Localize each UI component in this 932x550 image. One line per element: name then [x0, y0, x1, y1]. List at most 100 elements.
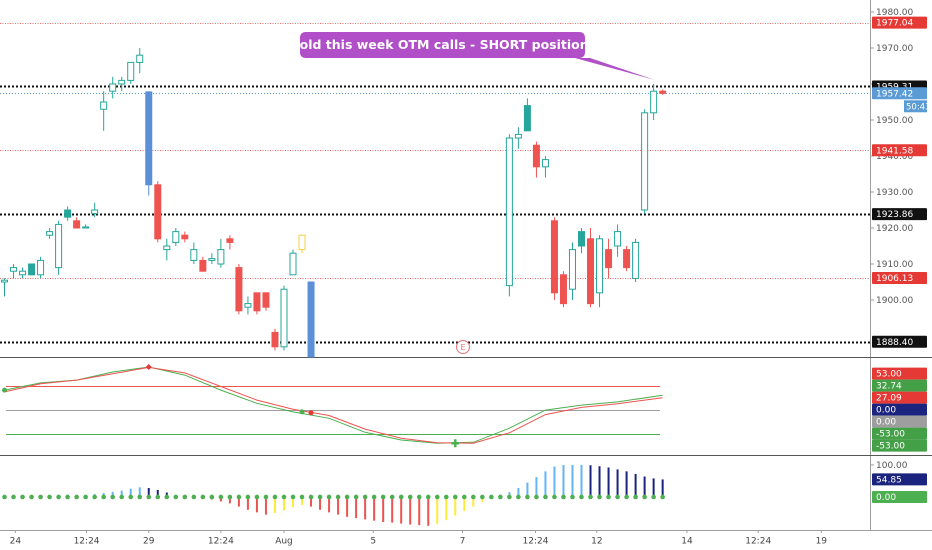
histogram-bar [418, 496, 421, 526]
histogram-bar [328, 496, 331, 513]
zero-dot [588, 494, 593, 500]
price-label: 32.74 [876, 382, 902, 392]
histogram-bar [634, 473, 637, 497]
candle-body [550, 220, 558, 294]
zero-dot [507, 494, 512, 500]
zero-dot [462, 494, 467, 500]
zero-dot [272, 494, 278, 500]
price-label-box [872, 335, 927, 348]
zero-dot [191, 494, 197, 500]
y-tick-label: 1970.00 [876, 44, 913, 54]
signal-marker [451, 439, 460, 448]
candle-body [568, 249, 576, 290]
price-label-box [872, 208, 927, 221]
zero-dot [2, 494, 7, 500]
histogram-bar [156, 489, 159, 497]
histogram-bar [273, 496, 276, 514]
zero-dot [416, 494, 422, 500]
zero-dot [570, 494, 575, 500]
zero-dot [534, 494, 539, 500]
signal-marker [145, 363, 152, 370]
zero-dot [480, 494, 485, 500]
candle-body [235, 267, 243, 312]
signal-marker [2, 387, 8, 393]
zero-dot [633, 494, 638, 500]
zero-dot [615, 494, 620, 500]
candle-body [298, 234, 306, 251]
y-tick-label: 1920.00 [876, 224, 913, 234]
candle-body [37, 259, 45, 276]
price-label-box [872, 415, 927, 428]
candle-body [262, 292, 270, 308]
zero-dot [299, 494, 305, 500]
candle-body [650, 90, 658, 114]
zero-dot [434, 494, 440, 500]
zero-dot [119, 494, 125, 500]
histogram-bar [580, 464, 583, 497]
histogram-bar [427, 496, 430, 526]
histogram-bar [526, 482, 529, 497]
signal-marker [308, 410, 314, 416]
histogram-bar [517, 488, 520, 497]
zero-dot [317, 494, 323, 500]
histogram-bar [508, 492, 511, 497]
histogram-bar [255, 496, 258, 513]
candle-body [253, 292, 261, 312]
zero-dot [128, 494, 134, 500]
histogram-bar [409, 496, 412, 525]
zero-dot [164, 494, 170, 500]
zero-dot [218, 494, 224, 500]
candle-body [614, 231, 622, 247]
y-tick-label: 1980.00 [876, 8, 913, 18]
oscillator-line [4, 366, 663, 444]
price-label: 1941.58 [876, 146, 913, 156]
candle-body [181, 234, 189, 240]
price-label-box [872, 87, 927, 100]
zero-dot [83, 494, 88, 500]
candle-body [641, 112, 649, 211]
histogram-bar [337, 496, 340, 515]
zero-dot [38, 494, 43, 500]
price-label-box [872, 439, 927, 452]
zero-dot [362, 494, 368, 500]
candle-body [172, 231, 180, 243]
zero-dot [498, 494, 503, 500]
zero-dot [407, 494, 413, 500]
histogram-bar [355, 496, 358, 519]
zero-dot [65, 494, 70, 500]
zero-dot [182, 494, 188, 500]
candle-body [10, 267, 18, 272]
histogram-bar [364, 496, 367, 520]
candle-body [505, 137, 513, 287]
zero-dot [624, 494, 629, 500]
y-tick-label: 1930.00 [876, 188, 913, 198]
candle-body [605, 249, 613, 269]
candle-body [208, 258, 216, 261]
candle-body [587, 238, 595, 305]
candle-body [136, 54, 144, 63]
x-tick-label: 12:24 [745, 537, 771, 547]
y-tick-label: 1900.00 [876, 296, 913, 306]
histogram-bar [553, 466, 556, 497]
zero-dot [254, 494, 260, 500]
histogram-bar [382, 496, 385, 522]
histogram-bar [625, 471, 628, 497]
zero-dot [92, 494, 97, 500]
zero-dot [344, 494, 350, 500]
candle-body [127, 61, 135, 81]
histogram-bar [391, 496, 394, 523]
price-label-box [872, 490, 927, 503]
price-label: 1906.13 [876, 274, 913, 284]
candle-body [532, 144, 540, 168]
histogram-bar [111, 491, 114, 497]
candle-body [514, 133, 522, 139]
histogram-bar [129, 488, 132, 497]
plot-area [0, 23, 870, 526]
candle-body [145, 91, 153, 186]
candle-body [64, 209, 72, 218]
price-label: 27.09 [876, 394, 902, 404]
zero-dot [29, 494, 34, 500]
histogram-bar [237, 496, 240, 507]
histogram-bar [454, 496, 457, 516]
